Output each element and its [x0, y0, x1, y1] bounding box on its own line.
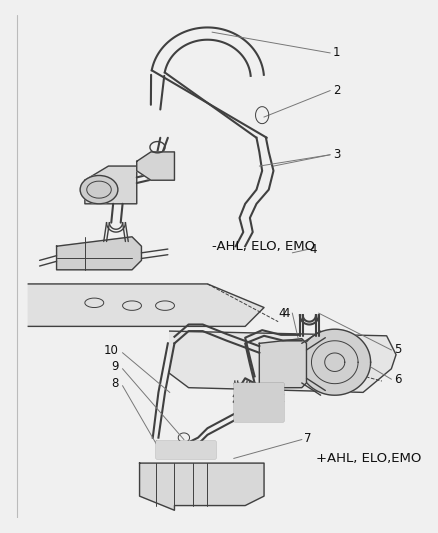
Text: +AHL, ELO,EMO: +AHL, ELO,EMO [316, 452, 421, 465]
Polygon shape [170, 331, 396, 392]
Text: 6: 6 [394, 373, 402, 386]
Text: 10: 10 [104, 344, 119, 358]
Text: -AHL, ELO, EMO: -AHL, ELO, EMO [212, 240, 315, 253]
Text: 4: 4 [278, 306, 286, 320]
Polygon shape [299, 329, 371, 395]
Polygon shape [155, 441, 215, 458]
Text: 1: 1 [333, 46, 340, 59]
Text: 4: 4 [282, 306, 290, 320]
Text: 5: 5 [394, 343, 402, 357]
Text: 9: 9 [111, 360, 119, 374]
Polygon shape [140, 463, 264, 510]
Text: 3: 3 [333, 148, 340, 161]
Text: 2: 2 [333, 84, 340, 97]
Ellipse shape [80, 175, 118, 204]
Polygon shape [259, 338, 307, 387]
Text: 8: 8 [111, 377, 119, 390]
Text: 7: 7 [304, 432, 311, 445]
Text: 4: 4 [309, 243, 317, 255]
Polygon shape [85, 166, 137, 204]
Polygon shape [28, 284, 264, 326]
Polygon shape [234, 383, 283, 421]
Polygon shape [137, 152, 174, 180]
Polygon shape [57, 237, 141, 270]
